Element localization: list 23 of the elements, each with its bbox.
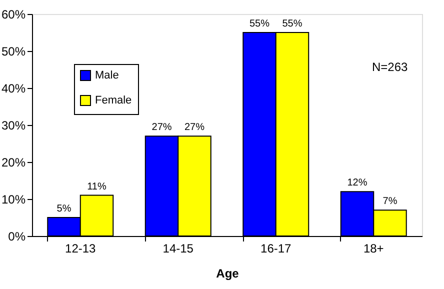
data-label: 11% (87, 181, 106, 192)
legend-label: Male (95, 70, 119, 82)
x-axis-title: Age (216, 266, 240, 280)
y-tick-label: 60% (1, 8, 26, 22)
y-tick-label: 40% (1, 82, 26, 96)
annotation: N=263 (372, 60, 408, 74)
data-label: 5% (56, 204, 72, 214)
y-tick-label: 30% (1, 118, 26, 132)
data-label: 12% (347, 178, 368, 189)
x-tick-label: 14-15 (162, 242, 194, 256)
y-tick-label: 0% (8, 230, 26, 244)
x-tick-label: 12-13 (65, 242, 96, 256)
data-label: 27% (152, 122, 172, 134)
data-label: 55% (282, 18, 302, 30)
x-tick-label: 16-17 (260, 242, 292, 256)
x-tick-label: 18+ (363, 242, 384, 256)
y-tick-label: 50% (1, 44, 26, 58)
legend-label: Female (95, 94, 132, 106)
data-label: 7% (382, 196, 398, 208)
y-tick-label: 10% (1, 192, 26, 206)
y-tick-label: 20% (1, 156, 26, 170)
data-label: 27% (184, 122, 205, 134)
data-label: 55% (249, 18, 270, 30)
